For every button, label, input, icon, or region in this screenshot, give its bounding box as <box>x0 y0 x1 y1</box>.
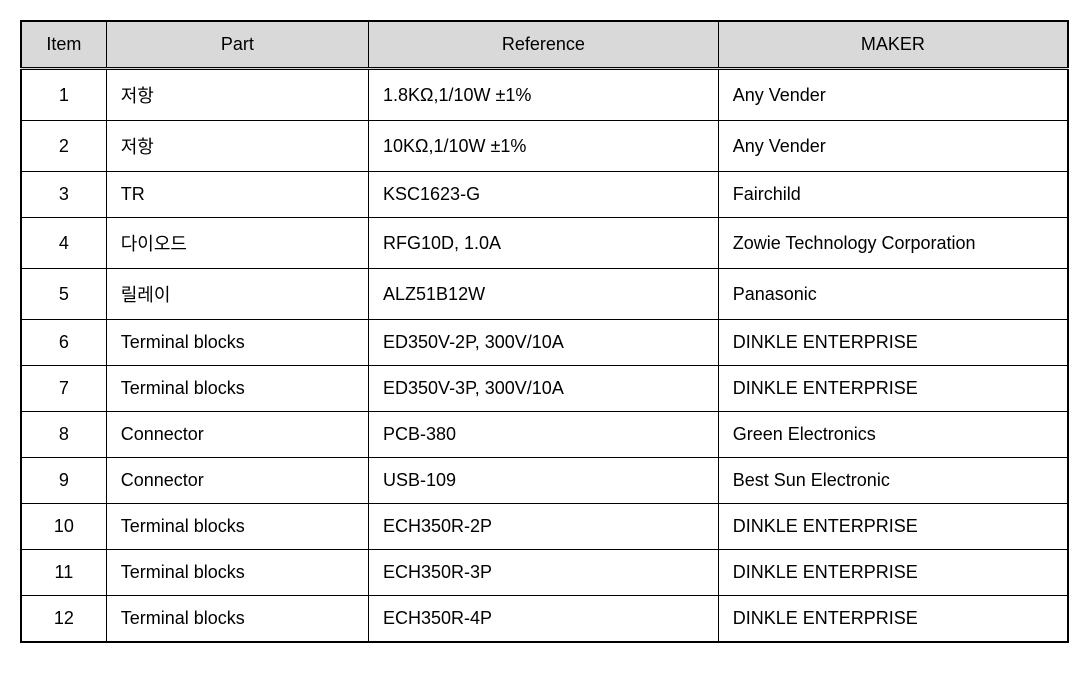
cell-part: Connector <box>106 412 368 458</box>
cell-maker: DINKLE ENTERPRISE <box>718 504 1068 550</box>
table-row: 8 Connector PCB-380 Green Electronics <box>21 412 1068 458</box>
cell-item: 9 <box>21 458 106 504</box>
cell-maker: DINKLE ENTERPRISE <box>718 550 1068 596</box>
cell-reference: KSC1623-G <box>369 172 719 218</box>
cell-reference: ED350V-2P, 300V/10A <box>369 320 719 366</box>
cell-part: Terminal blocks <box>106 596 368 643</box>
cell-maker: Zowie Technology Corporation <box>718 218 1068 269</box>
cell-reference: 1.8KΩ,1/10W ±1% <box>369 69 719 121</box>
cell-part: Terminal blocks <box>106 320 368 366</box>
table-row: 10 Terminal blocks ECH350R-2P DINKLE ENT… <box>21 504 1068 550</box>
table-row: 12 Terminal blocks ECH350R-4P DINKLE ENT… <box>21 596 1068 643</box>
cell-part: 릴레이 <box>106 269 368 320</box>
cell-reference: PCB-380 <box>369 412 719 458</box>
table-row: 2 저항 10KΩ,1/10W ±1% Any Vender <box>21 121 1068 172</box>
cell-item: 4 <box>21 218 106 269</box>
cell-maker: DINKLE ENTERPRISE <box>718 366 1068 412</box>
cell-maker: Any Vender <box>718 121 1068 172</box>
cell-part: 저항 <box>106 121 368 172</box>
cell-item: 6 <box>21 320 106 366</box>
col-header-maker: MAKER <box>718 21 1068 69</box>
parts-table: Item Part Reference MAKER 1 저항 1.8KΩ,1/1… <box>20 20 1069 643</box>
cell-part: Terminal blocks <box>106 550 368 596</box>
cell-maker: Fairchild <box>718 172 1068 218</box>
cell-part: Connector <box>106 458 368 504</box>
cell-part: TR <box>106 172 368 218</box>
cell-part: Terminal blocks <box>106 366 368 412</box>
table-row: 6 Terminal blocks ED350V-2P, 300V/10A DI… <box>21 320 1068 366</box>
table-row: 9 Connector USB-109 Best Sun Electronic <box>21 458 1068 504</box>
cell-item: 3 <box>21 172 106 218</box>
cell-item: 8 <box>21 412 106 458</box>
table-row: 11 Terminal blocks ECH350R-3P DINKLE ENT… <box>21 550 1068 596</box>
cell-maker: Best Sun Electronic <box>718 458 1068 504</box>
table-row: 5 릴레이 ALZ51B12W Panasonic <box>21 269 1068 320</box>
cell-part: 저항 <box>106 69 368 121</box>
cell-item: 12 <box>21 596 106 643</box>
cell-reference: RFG10D, 1.0A <box>369 218 719 269</box>
table-body: 1 저항 1.8KΩ,1/10W ±1% Any Vender 2 저항 10K… <box>21 69 1068 643</box>
cell-reference: ECH350R-4P <box>369 596 719 643</box>
cell-part: Terminal blocks <box>106 504 368 550</box>
col-header-part: Part <box>106 21 368 69</box>
cell-item: 10 <box>21 504 106 550</box>
cell-reference: 10KΩ,1/10W ±1% <box>369 121 719 172</box>
col-header-reference: Reference <box>369 21 719 69</box>
cell-item: 2 <box>21 121 106 172</box>
cell-reference: ED350V-3P, 300V/10A <box>369 366 719 412</box>
cell-maker: Panasonic <box>718 269 1068 320</box>
cell-maker: DINKLE ENTERPRISE <box>718 596 1068 643</box>
table-header-row: Item Part Reference MAKER <box>21 21 1068 69</box>
cell-maker: Any Vender <box>718 69 1068 121</box>
cell-reference: ALZ51B12W <box>369 269 719 320</box>
cell-reference: USB-109 <box>369 458 719 504</box>
cell-maker: Green Electronics <box>718 412 1068 458</box>
table-row: 7 Terminal blocks ED350V-3P, 300V/10A DI… <box>21 366 1068 412</box>
table-row: 1 저항 1.8KΩ,1/10W ±1% Any Vender <box>21 69 1068 121</box>
cell-reference: ECH350R-3P <box>369 550 719 596</box>
cell-item: 5 <box>21 269 106 320</box>
table-row: 3 TR KSC1623-G Fairchild <box>21 172 1068 218</box>
cell-item: 11 <box>21 550 106 596</box>
cell-reference: ECH350R-2P <box>369 504 719 550</box>
cell-item: 1 <box>21 69 106 121</box>
cell-part: 다이오드 <box>106 218 368 269</box>
cell-maker: DINKLE ENTERPRISE <box>718 320 1068 366</box>
cell-item: 7 <box>21 366 106 412</box>
col-header-item: Item <box>21 21 106 69</box>
table-row: 4 다이오드 RFG10D, 1.0A Zowie Technology Cor… <box>21 218 1068 269</box>
